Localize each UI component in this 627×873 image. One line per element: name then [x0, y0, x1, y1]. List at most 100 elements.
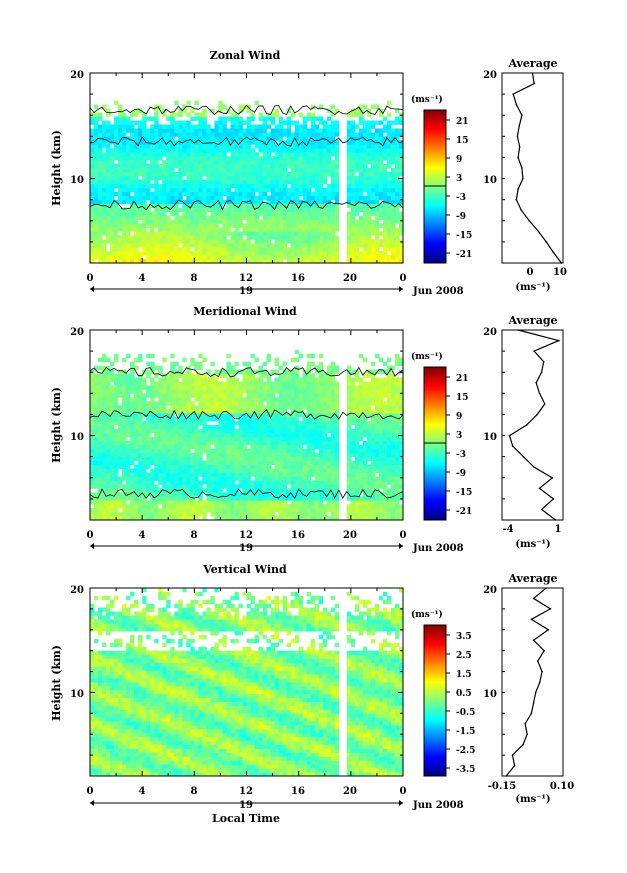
heatmap-cell	[186, 255, 191, 260]
heatmap-cell	[222, 476, 227, 481]
heatmap-cell	[114, 223, 119, 228]
heatmap-cell	[250, 460, 255, 465]
heatmap-cell	[258, 496, 263, 501]
heatmap-cell	[282, 219, 288, 224]
heatmap-cell	[262, 136, 267, 141]
heatmap-cell	[174, 512, 179, 517]
heatmap-cell	[350, 199, 356, 205]
heatmap-cell	[150, 405, 155, 410]
heatmap-cell	[274, 488, 279, 493]
heatmap-cell	[242, 436, 247, 442]
heatmap-cell	[310, 373, 316, 378]
heatmap-cell	[262, 215, 267, 220]
heatmap-cell	[194, 361, 199, 367]
heatmap-cell	[246, 385, 251, 390]
heatmap-cell	[142, 124, 147, 129]
heatmap-cell	[118, 164, 123, 169]
heatmap-cell	[262, 227, 267, 232]
heatmap-cell	[102, 187, 107, 193]
heatmap-cell	[146, 195, 151, 201]
heatmap-cell	[114, 472, 119, 477]
heatmap-cell	[370, 243, 376, 248]
heatmap-cell	[178, 488, 183, 493]
heatmap-cell	[194, 124, 199, 129]
heatmap-cell	[358, 156, 364, 161]
heatmap-cell	[158, 211, 163, 216]
heatmap-cell	[122, 504, 127, 509]
heatmap-cell	[298, 385, 304, 390]
heatmap-cell	[98, 393, 103, 398]
heatmap-cell	[242, 255, 247, 260]
heatmap-cell	[294, 436, 300, 442]
heatmap-cell	[90, 168, 95, 173]
heatmap-cell	[202, 476, 207, 481]
heatmap-cell	[302, 401, 308, 406]
heatmap-cell	[218, 247, 223, 252]
heatmap-cell	[214, 183, 219, 189]
heatmap-cell	[294, 183, 300, 189]
heatmap-cell	[106, 168, 111, 173]
heatmap-cell	[238, 195, 243, 201]
heatmap-cell	[134, 440, 139, 446]
heatmap-cell	[358, 144, 364, 149]
heatmap-cell	[94, 160, 99, 165]
heatmap-cell	[146, 421, 151, 426]
heatmap-cell	[102, 243, 107, 248]
heatmap-cell	[186, 385, 191, 390]
heatmap-cell	[190, 480, 195, 485]
heatmap-cell	[210, 207, 215, 212]
heatmap-cell	[150, 132, 155, 137]
heatmap-cell	[214, 480, 219, 485]
heatmap-cell	[358, 219, 364, 224]
heatmap-cell	[98, 385, 103, 390]
heatmap-cell	[126, 219, 131, 224]
heatmap-cell	[202, 425, 207, 430]
heatmap-cell	[290, 516, 296, 521]
heatmap-cell	[302, 195, 308, 201]
heatmap-cell	[198, 393, 203, 398]
heatmap-cell	[142, 436, 147, 442]
heatmap-cell	[190, 508, 195, 513]
heatmap-cell	[294, 156, 300, 161]
heatmap-cell	[318, 243, 324, 248]
heatmap-cell	[222, 120, 227, 125]
heatmap-cell	[398, 120, 404, 125]
heatmap-cell	[262, 428, 267, 434]
heatmap-cell	[242, 171, 247, 177]
heatmap-cell	[306, 171, 312, 177]
heatmap-cell	[166, 132, 171, 137]
heatmap-cell	[290, 504, 296, 509]
heatmap-cell	[282, 436, 288, 442]
heatmap-cell	[266, 452, 271, 458]
heatmap-cell	[266, 255, 271, 260]
heatmap-cell	[174, 207, 179, 212]
heatmap-cell	[134, 120, 139, 125]
heatmap-cell	[202, 227, 207, 232]
heatmap-cell	[122, 468, 127, 473]
heatmap-cell	[362, 255, 368, 260]
heatmap-area	[89, 349, 404, 521]
heatmap-cell	[398, 243, 404, 248]
heatmap-cell	[90, 456, 95, 462]
heatmap-cell	[146, 385, 151, 390]
heatmap-cell	[354, 183, 360, 189]
heatmap-cell	[298, 405, 304, 410]
heatmap-cell	[290, 385, 296, 390]
heatmap-cell	[278, 247, 284, 252]
heatmap-cell	[246, 128, 251, 133]
heatmap-cell	[154, 409, 159, 414]
heatmap-cell	[158, 389, 163, 394]
heatmap-cell	[178, 508, 183, 513]
heatmap-cell	[246, 361, 251, 367]
heatmap-cell	[246, 104, 251, 110]
heatmap-cell	[258, 452, 263, 458]
heatmap-cell	[386, 100, 392, 106]
heatmap-cell	[134, 152, 139, 157]
heatmap-cell	[226, 428, 231, 434]
heatmap-cell	[158, 468, 163, 473]
heatmap-cell	[142, 456, 147, 462]
heatmap-cell	[266, 199, 271, 205]
heatmap-cell	[322, 136, 328, 141]
heatmap-cell	[118, 393, 123, 398]
heatmap-cell	[158, 128, 163, 133]
